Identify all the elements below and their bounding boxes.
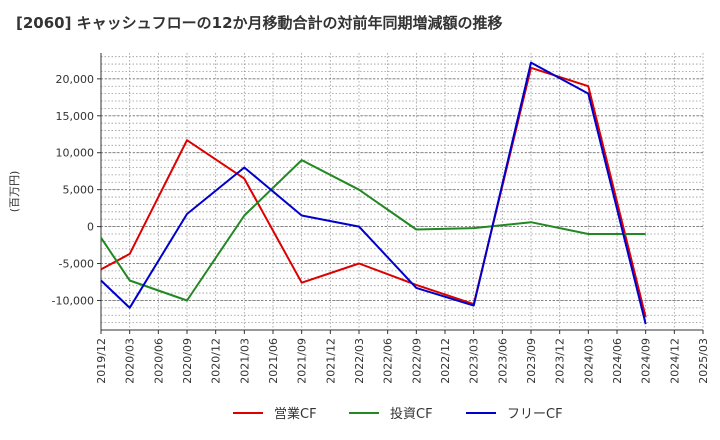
x-tick-label: 2019/12 — [95, 338, 108, 384]
y-tick-label: -5,000 — [59, 258, 94, 271]
y-tick-label: 5,000 — [63, 184, 95, 197]
x-tick-label: 2021/03 — [238, 338, 251, 384]
y-tick-label: 0 — [87, 221, 94, 234]
x-tick-label: 2023/12 — [554, 338, 567, 384]
x-tick-label: 2020/03 — [124, 338, 137, 384]
x-tick-label: 2023/03 — [468, 338, 481, 384]
x-tick-label: 2021/06 — [267, 338, 280, 384]
legend-label: フリーCF — [507, 407, 563, 422]
x-tick-label: 2024/03 — [582, 338, 595, 384]
series-line-3 — [100, 61, 647, 325]
x-tick-label: 2025/03 — [697, 338, 710, 384]
y-tick-label: 10,000 — [56, 147, 95, 160]
legend-label: 投資CF — [390, 406, 433, 422]
x-tick-label: 2022/12 — [439, 338, 452, 384]
x-tick-label: 2020/09 — [181, 338, 194, 384]
y-axis-label: (百万円) — [8, 171, 21, 213]
x-tick-label: 2022/09 — [410, 338, 423, 384]
x-tick-label: 2022/06 — [382, 338, 395, 384]
x-tick-label: 2023/09 — [525, 338, 538, 384]
x-tick-label: 2022/03 — [353, 338, 366, 384]
legend-label: 営業CF — [274, 406, 317, 422]
x-tick-label: 2024/12 — [668, 338, 681, 384]
series-line-2 — [100, 159, 646, 302]
chart-title: [2060] キャッシュフローの12か月移動合計の対前年同期増減額の推移 — [16, 14, 503, 32]
x-tick-label: 2021/12 — [324, 338, 337, 384]
y-tick-label: -10,000 — [52, 294, 94, 307]
x-tick-label: 2023/06 — [496, 338, 509, 384]
x-tick-label: 2020/06 — [152, 338, 165, 384]
x-tick-label: 2020/12 — [210, 338, 223, 384]
x-tick-label: 2024/06 — [611, 338, 624, 384]
x-tick-label: 2024/09 — [640, 338, 653, 384]
x-tick-label: 2021/09 — [296, 338, 309, 384]
y-tick-label: 20,000 — [56, 73, 95, 86]
plot-area — [101, 53, 703, 330]
y-tick-label: 15,000 — [56, 110, 95, 123]
